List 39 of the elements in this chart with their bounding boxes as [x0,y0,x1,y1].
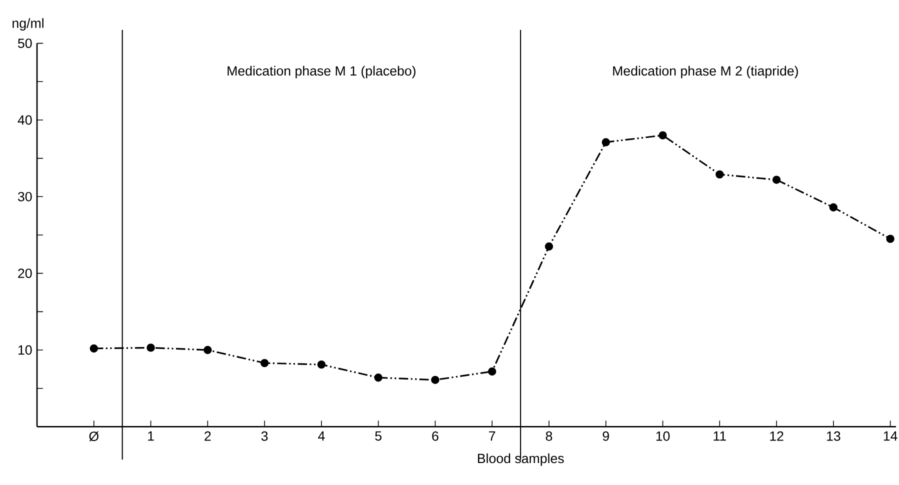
point [602,138,610,146]
x-tick-label: 6 [432,431,438,441]
point [544,242,554,251]
x-tick-label: 11 [714,431,726,441]
x-tick-label: 9 [602,431,609,441]
point [204,346,212,354]
point [374,374,382,382]
annotation: Medication phase M 2 (tiapride) [613,66,798,78]
x-tick-label: 14 [884,431,898,441]
x-tick-label: 10 [656,431,670,441]
y-tick-label: 10 [18,345,32,355]
x-tick-label: 3 [261,431,268,441]
x-tick-label: 2 [204,431,211,441]
point [431,376,440,384]
y-tick-label: 30 [18,192,32,202]
point [146,344,155,352]
y-axis-title: ng/ml [12,18,44,31]
point [658,131,667,140]
annotation: Medication phase M 1 (placebo) [228,66,416,78]
x-tick-label: 1 [148,431,154,441]
x-tick-label: 12 [770,431,784,441]
point [886,234,894,243]
point [90,344,98,353]
x-tick-label: 5 [375,431,382,441]
point [317,360,326,369]
y-tick-label: 40 [18,115,32,125]
point [716,170,724,179]
point [260,358,269,368]
y-tick-label: 50 [18,38,32,48]
x-tick-label: 4 [318,431,325,441]
x-tick-label: 13 [827,431,840,441]
x-axis-title: Blood samples [478,453,564,466]
point [488,367,496,376]
point [772,176,781,184]
x-tick-label: 7 [489,431,496,441]
point [829,203,838,212]
x-tick-label: 8 [546,431,552,441]
x-tick-label: Ø [89,431,99,442]
y-tick-label: 20 [18,268,32,278]
